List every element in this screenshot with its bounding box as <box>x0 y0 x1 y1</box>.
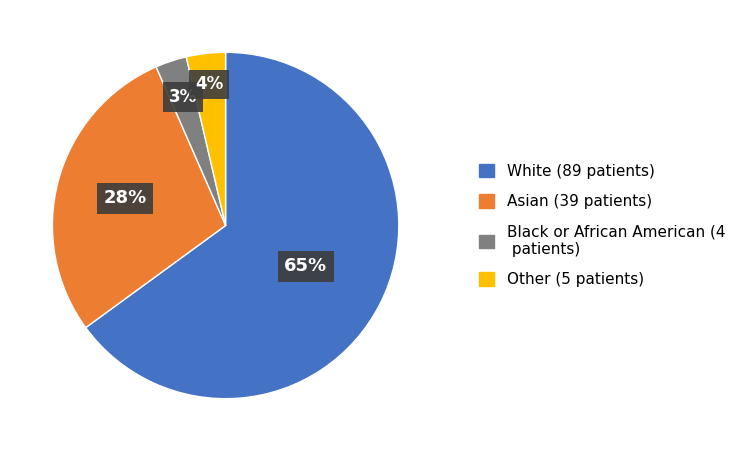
Text: 3%: 3% <box>169 88 197 106</box>
Text: 65%: 65% <box>284 257 327 275</box>
Wedge shape <box>186 52 226 226</box>
Text: 28%: 28% <box>104 189 147 207</box>
Wedge shape <box>86 52 399 399</box>
Wedge shape <box>53 67 226 327</box>
Text: 4%: 4% <box>196 75 223 93</box>
Wedge shape <box>156 57 226 226</box>
Legend: White (89 patients), Asian (39 patients), Black or African American (4
 patients: White (89 patients), Asian (39 patients)… <box>472 156 732 295</box>
